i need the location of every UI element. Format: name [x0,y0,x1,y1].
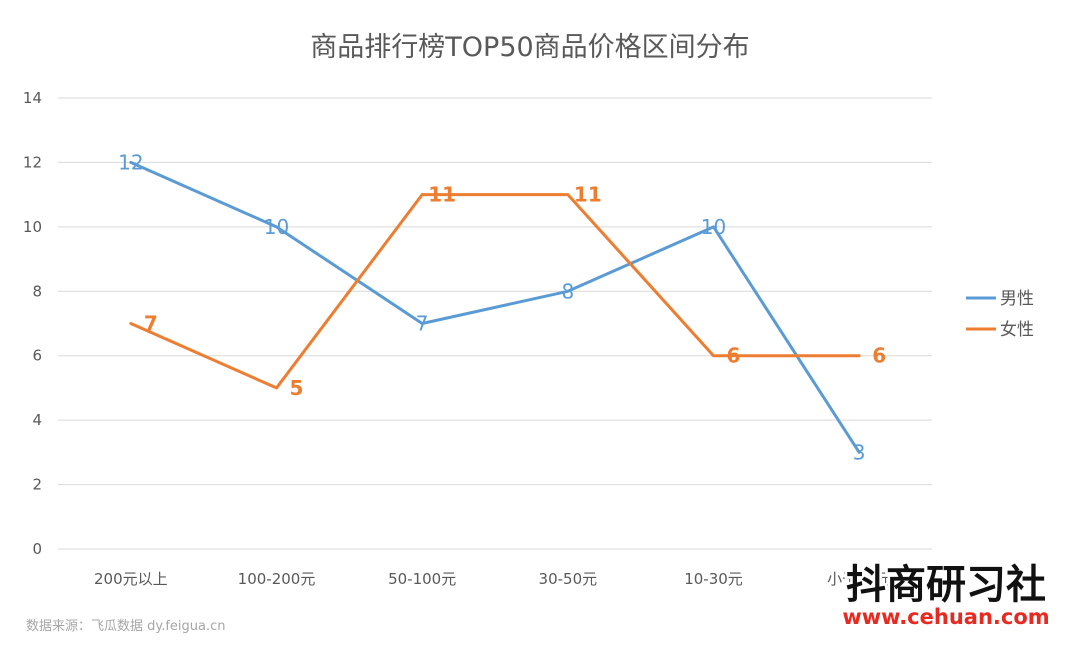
x-tick-label: 50-100元 [388,570,456,588]
legend-label: 男性 [1000,289,1034,309]
series-line-0 [129,160,861,454]
x-tick-label: 10-30元 [684,570,743,588]
source-note: 数据来源：飞瓜数据 dy.feigua.cn [26,619,226,634]
x-tick-label: 100-200元 [238,570,316,588]
data-label: 10 [701,215,726,239]
data-label: 3 [853,440,866,464]
x-tick-label: 小于10元 [827,570,891,588]
grid-lines [58,97,932,550]
y-tick-label: 8 [32,282,42,300]
series-lines [129,160,861,454]
data-label: 12 [118,150,143,174]
y-tick-label: 4 [32,411,42,429]
data-label: 11 [574,183,602,207]
legend-label: 女性 [1000,320,1034,340]
x-axis-ticks: 200元以上 100-200元 50-100元 30-50元 10-30元 小于10元 [94,570,891,588]
y-tick-label: 14 [23,89,42,107]
watermark-url: www.cehuan.com [842,605,1049,629]
y-tick-label: 12 [23,153,42,171]
y-tick-label: 0 [32,540,42,558]
data-label: 6 [727,344,741,368]
data-label: 8 [561,279,574,303]
x-tick-label: 30-50元 [539,570,598,588]
y-tick-label: 6 [32,347,42,365]
x-tick-label: 200元以上 [94,570,168,588]
y-axis-ticks: 0 2 4 6 8 10 12 14 [23,89,42,558]
data-label: 7 [144,312,158,336]
chart-title: 商品排行榜TOP50商品价格区间分布 [310,32,749,63]
data-label: 10 [264,215,289,239]
data-label: 6 [872,344,886,368]
data-labels: 12 10 7 8 10 3 7 5 11 11 6 6 [118,150,886,464]
y-tick-label: 2 [32,476,42,494]
data-label: 11 [428,183,456,207]
watermark: 抖商研习社 www.cehuan.com [841,560,1051,631]
y-tick-label: 10 [23,218,42,236]
watermark-name: 抖商研习社 [846,562,1046,608]
data-label: 7 [416,312,429,336]
data-label: 5 [290,376,304,400]
series-line-1 [129,193,861,390]
